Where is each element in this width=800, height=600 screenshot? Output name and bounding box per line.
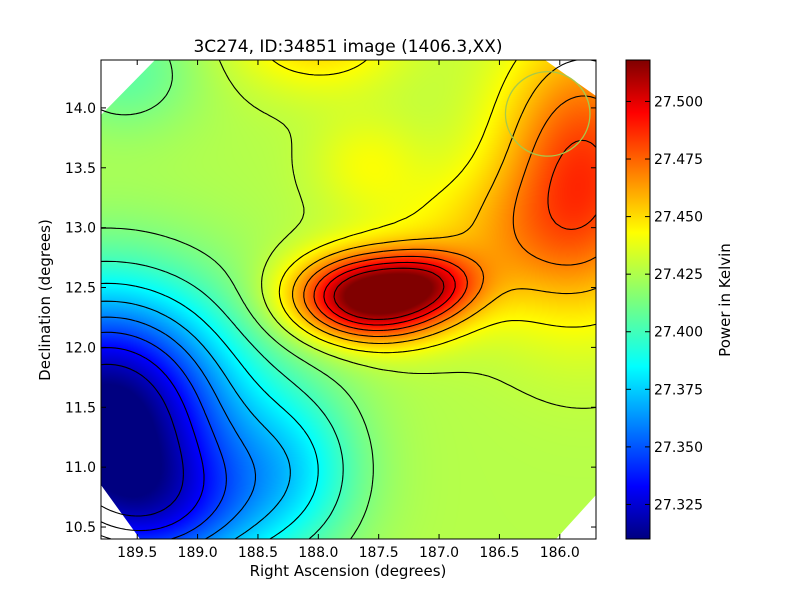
contour-line xyxy=(101,300,291,539)
contour-line xyxy=(272,60,596,354)
contour-line xyxy=(101,331,227,539)
contour-line xyxy=(292,60,596,345)
x-tick-label: 188.5 xyxy=(238,545,278,561)
beam-marker xyxy=(504,70,591,157)
contour-line xyxy=(101,60,374,539)
y-axis: 10.5 11.0 11.5 12.0 12.5 13.0 13.5 14.0 xyxy=(65,101,596,536)
x-tick-label: 186.0 xyxy=(540,545,580,561)
x-tick-label: 189.5 xyxy=(117,545,157,561)
y-tick-label: 11.0 xyxy=(65,460,96,476)
contour-line xyxy=(101,316,257,539)
contour-line xyxy=(101,260,344,539)
colorbar-tick-label: 27.425 xyxy=(654,267,703,283)
y-tick-label: 11.5 xyxy=(65,400,96,416)
colorbar-axis: 27.325 27.350 27.375 27.400 27.425 27.450 27.4… xyxy=(626,94,703,513)
x-tick-label: 189.0 xyxy=(178,545,218,561)
heatmap xyxy=(101,60,596,539)
contour-line xyxy=(313,139,596,332)
x-axis: 189.5 189.0 188.5 188.0 187.5 187.0 186.5 186.0 xyxy=(117,60,580,561)
y-tick-label: 13.5 xyxy=(65,161,96,177)
x-tick-label: 187.0 xyxy=(419,545,459,561)
colorbar-tick-label: 27.350 xyxy=(654,440,703,456)
colorbar-tick-label: 27.400 xyxy=(654,325,703,341)
colorbar-tick-label: 27.325 xyxy=(654,497,703,513)
x-tick-label: 188.0 xyxy=(298,545,338,561)
colorbar xyxy=(625,59,651,540)
contour-line xyxy=(323,261,456,326)
contour-line xyxy=(101,282,319,539)
x-axis-label: Right Ascension (degrees) xyxy=(250,562,447,580)
x-tick-label: 186.5 xyxy=(479,545,519,561)
colorbar-tick-label: 27.500 xyxy=(654,94,703,110)
contour-line xyxy=(303,95,596,338)
y-tick-label: 10.5 xyxy=(65,520,96,536)
chart-title: 3C274, ID:34851 image (1406.3,XX) xyxy=(193,37,502,57)
y-tick-label: 12.0 xyxy=(65,340,96,356)
contour-line xyxy=(218,60,596,409)
colorbar-tick-label: 27.450 xyxy=(654,210,703,226)
colorbar-tick-label: 27.475 xyxy=(654,152,703,168)
colorbar-tick-label: 27.375 xyxy=(654,382,703,398)
y-tick-label: 14.0 xyxy=(65,101,96,117)
y-tick-label: 12.5 xyxy=(65,281,96,297)
contour-line xyxy=(101,363,184,517)
y-tick-label: 13.0 xyxy=(65,221,96,237)
contour-line xyxy=(333,267,445,320)
plot-frame xyxy=(100,59,597,540)
colorbar-label: Power in Kelvin xyxy=(716,243,734,357)
y-axis-label: Declination (degrees) xyxy=(36,219,54,381)
x-tick-label: 187.5 xyxy=(359,545,399,561)
contour-lines xyxy=(101,60,596,539)
